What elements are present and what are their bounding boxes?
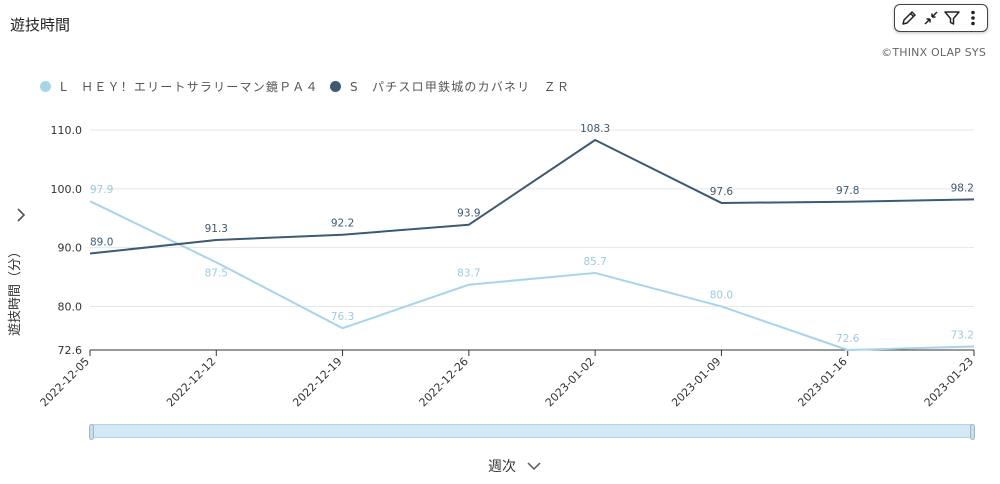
data-label: 97.9 [90,184,113,196]
x-tick-label: 2022-12-26 [417,355,471,409]
data-label: 97.8 [836,185,859,197]
y-tick-label: 90.0 [58,242,83,255]
data-label: 80.0 [710,289,733,301]
scrollbar-handle-left[interactable] [89,424,94,440]
data-label: 87.5 [205,267,228,279]
y-tick-label: 100.0 [51,183,83,196]
grid-layer [90,129,974,307]
legend-dot-l [40,81,51,92]
y-tick-label: 72.6 [58,344,83,357]
data-label: 97.6 [710,186,734,198]
range-scrollbar[interactable] [89,424,975,440]
data-label: 98.2 [951,182,974,194]
data-label: 108.3 [580,123,610,135]
chevron-right-icon[interactable] [12,206,30,224]
chart-title: 遊技時間 [10,16,71,34]
scrollbar-handle-right[interactable] [970,424,975,440]
legend-label-l: L ＨＥＹ！エリートサラリーマン鏡ＰＡ４ [60,80,319,94]
data-label: 91.3 [205,223,228,235]
x-tick-label: 2023-01-16 [795,355,849,409]
y-tick-label: 80.0 [58,300,83,313]
label-layer: 97.9 87.5 76.3 83.7 85.7 80.0 72.6 73.2 89.0 91.3… [90,123,974,345]
chart-toolbar [894,4,988,32]
minimize-icon[interactable] [921,8,941,28]
data-label: 93.9 [457,208,480,220]
pencil-icon[interactable] [899,8,919,28]
legend-dot-s [330,81,341,92]
data-label: 92.2 [331,218,354,230]
data-label: 85.7 [583,256,606,268]
series-line-s [89,139,975,255]
x-tick-label: 2023-01-09 [669,355,723,409]
x-tick-label: 2023-01-02 [543,355,597,409]
series-line-l [89,200,975,351]
x-tick-label: 2022-12-19 [290,355,344,409]
x-axis-selector[interactable]: 週次 [488,456,541,476]
x-tick-label: 2022-12-12 [164,355,218,409]
filter-icon[interactable] [942,8,962,28]
data-label: 83.7 [457,268,480,280]
series-layer [89,139,975,351]
data-label: 72.6 [836,333,860,345]
data-label: 89.0 [90,237,113,249]
x-tick-label: 2022-12-05 [38,355,92,409]
data-label: 73.2 [951,329,974,341]
credit-text: ©THINX OLAP SYS [881,46,986,59]
data-label: 76.3 [331,311,354,323]
x-tick-label: 2023-01-23 [922,355,976,409]
x-axis-label: 週次 [488,459,516,475]
chevron-down-icon [527,462,541,471]
legend-label-s: S パチスロ甲鉄城のカバネリ ＺＲ [350,80,571,94]
more-vertical-icon[interactable] [963,8,983,28]
y-tick-label: 110.0 [51,124,83,137]
